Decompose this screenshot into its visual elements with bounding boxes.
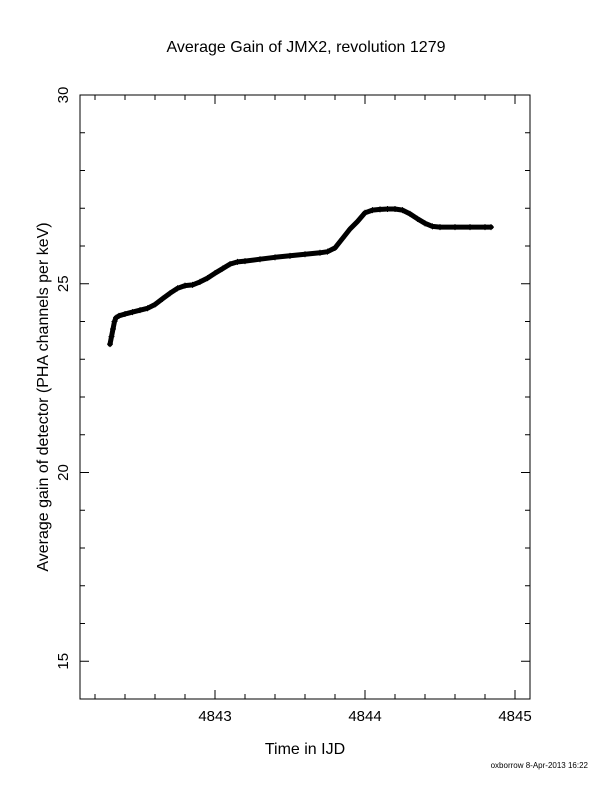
data-point — [317, 249, 323, 256]
chart-title: Average Gain of JMX2, revolution 1279 — [167, 39, 446, 56]
x-tick-label: 4843 — [198, 708, 231, 725]
x-axis-label: Time in IJD — [265, 741, 345, 758]
data-point — [122, 310, 128, 317]
data-point — [354, 218, 361, 225]
data-point — [152, 301, 158, 308]
data-point — [422, 220, 428, 227]
data-point — [407, 210, 413, 217]
data-point — [219, 265, 226, 272]
data-point — [137, 307, 143, 314]
data-point — [324, 248, 331, 255]
data-point — [107, 341, 113, 348]
data-point — [302, 251, 308, 258]
tick-labels: 4843 4844 4845 15 20 25 30 — [55, 87, 532, 725]
x-tick-label: 4844 — [348, 708, 381, 725]
data-point — [110, 326, 116, 333]
y-tick-label: 15 — [55, 653, 72, 670]
data-point — [482, 224, 488, 231]
data-point — [182, 282, 188, 289]
data-point — [167, 290, 173, 297]
data-point — [234, 258, 241, 265]
data-point — [212, 270, 218, 277]
data-point — [392, 206, 398, 213]
data-point — [399, 207, 406, 214]
data-point — [116, 312, 122, 319]
y-tick-label: 30 — [55, 87, 72, 104]
data-point — [197, 278, 203, 285]
data-point — [204, 275, 211, 282]
data-point — [159, 295, 166, 302]
data-point — [362, 209, 368, 216]
footer-credit: oxborrow 8-Apr-2013 16:22 — [491, 761, 589, 770]
data-point — [467, 224, 473, 231]
data-series — [107, 206, 494, 348]
data-point — [347, 226, 353, 233]
data-point — [384, 206, 391, 213]
data-point — [377, 206, 383, 213]
data-point — [369, 207, 376, 214]
data-point — [437, 224, 443, 231]
plot-frame — [79, 94, 531, 700]
data-point — [189, 281, 196, 288]
data-point — [144, 305, 151, 312]
data-point — [488, 224, 494, 231]
data-point — [242, 258, 248, 265]
data-point — [272, 254, 278, 261]
data-point — [108, 333, 115, 340]
data-point — [339, 235, 346, 242]
y-tick-label: 25 — [55, 275, 72, 292]
data-point — [111, 318, 118, 325]
y-tick-label: 20 — [55, 464, 72, 481]
data-point — [414, 215, 421, 222]
x-tick-label: 4845 — [498, 708, 531, 725]
data-point — [429, 223, 436, 230]
data-point — [332, 244, 338, 251]
axis-ticks — [80, 94, 530, 699]
data-point — [227, 261, 233, 268]
series-line — [107, 206, 494, 347]
data-point — [174, 285, 181, 292]
data-point — [287, 252, 293, 259]
data-point — [257, 256, 263, 263]
y-axis-label: Average gain of detector (PHA channels p… — [35, 222, 52, 571]
data-point — [452, 224, 458, 231]
data-point — [129, 309, 136, 316]
